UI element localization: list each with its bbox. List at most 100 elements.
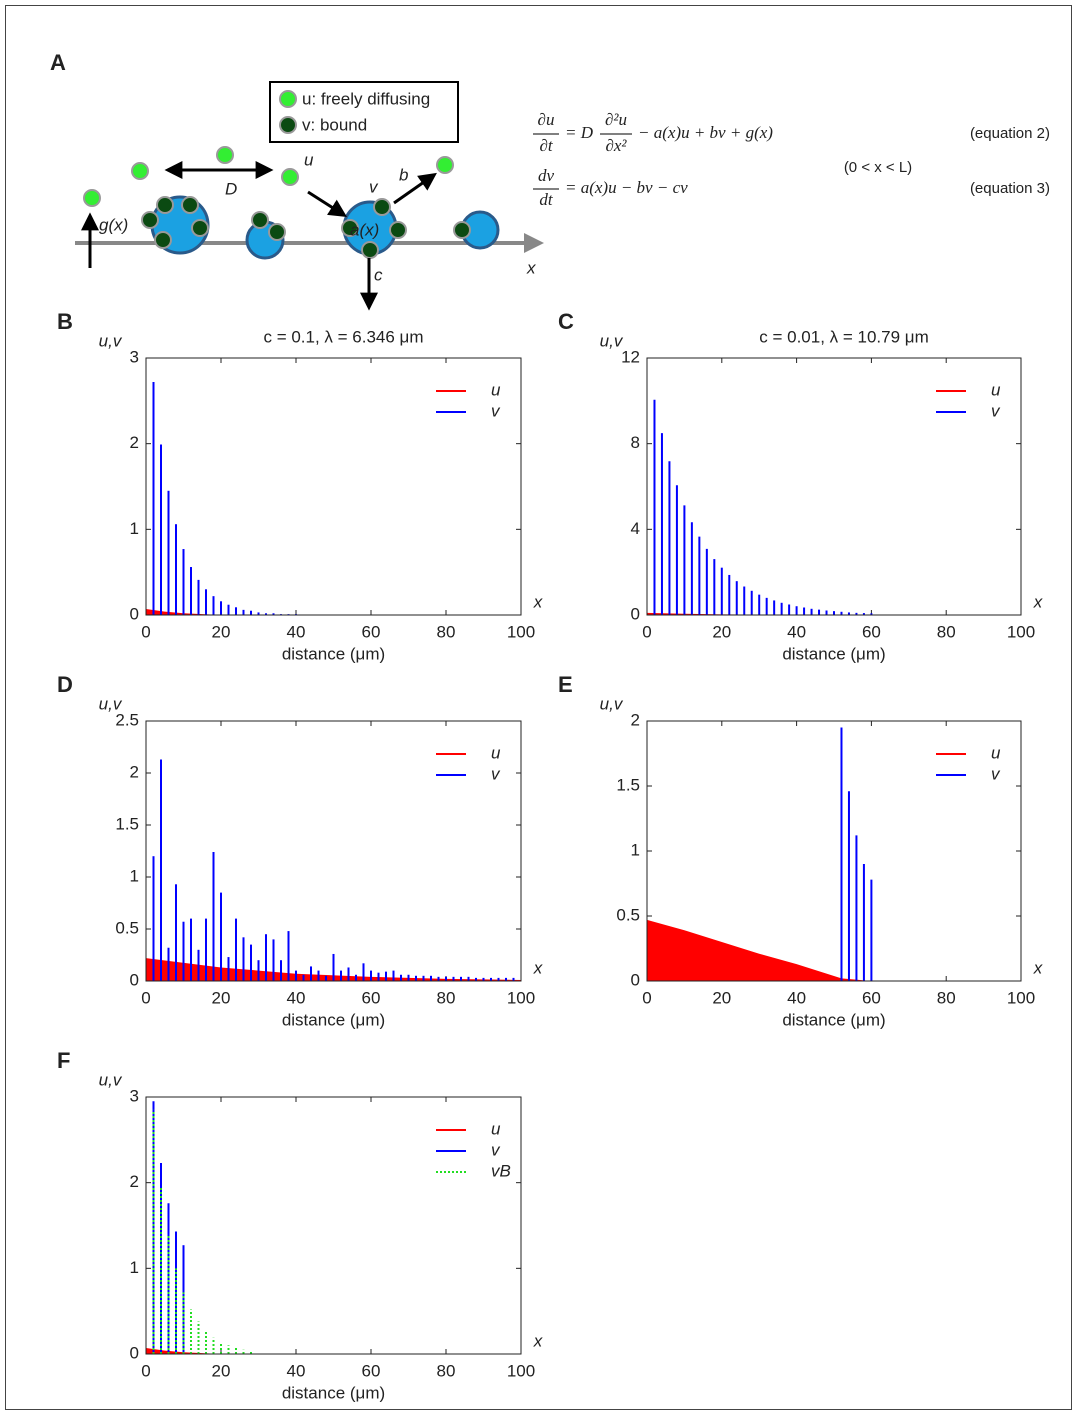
eq-part: = a(x)u − bv − cv — [565, 178, 688, 197]
x-tick-label: 0 — [141, 622, 150, 641]
label: g(x) — [99, 215, 128, 234]
legend-box — [269, 81, 459, 143]
y-tick-label: 3 — [130, 1086, 139, 1105]
y-tick-label: 8 — [631, 433, 640, 452]
panel-letter: D — [57, 672, 73, 697]
eq-part: ∂x² — [605, 136, 627, 155]
x-tick-label: 60 — [862, 988, 881, 1007]
y-tick-label: 1 — [130, 1258, 139, 1277]
x-tick-label: 80 — [437, 1361, 456, 1380]
x-tick-label: 60 — [362, 622, 381, 641]
area — [647, 612, 1021, 615]
legend-label: u — [991, 743, 1001, 762]
x-axis-label: distance (μm) — [282, 1383, 385, 1402]
x-tick-label: 0 — [141, 988, 150, 1007]
x-tick-label: 40 — [787, 622, 806, 641]
legend-label: u: freely diffusing — [302, 89, 430, 108]
area — [146, 609, 521, 615]
x-tick-label: 80 — [937, 988, 956, 1007]
x-tick-label: 0 — [642, 622, 651, 641]
x-tick-label: 20 — [712, 622, 731, 641]
y-tick-label: 0 — [130, 1343, 139, 1362]
x-tick-label: 0 — [141, 1361, 150, 1380]
legend-label: vB — [491, 1161, 511, 1180]
x-axis-label: distance (μm) — [782, 644, 885, 663]
label: c — [374, 265, 383, 284]
label: u — [304, 150, 314, 169]
legend-label: v — [491, 764, 501, 783]
plot-frame — [646, 720, 1022, 982]
panel-letter: C — [558, 309, 574, 334]
axis-symbol: x — [1033, 592, 1043, 611]
eq-tag: (equation 3) — [970, 180, 1050, 197]
panel-letter: F — [57, 1048, 70, 1073]
area — [146, 958, 521, 981]
x-tick-label: 20 — [212, 622, 231, 641]
y-tick-label: 2 — [130, 1172, 139, 1191]
eq-part: ∂u — [538, 110, 555, 129]
x-tick-label: 100 — [507, 1361, 535, 1380]
x-tick-label: 80 — [437, 988, 456, 1007]
plot-frame — [646, 357, 1022, 616]
y-axis-label: u,v — [99, 331, 123, 350]
legend-label: u — [491, 1119, 501, 1138]
label: v — [369, 177, 379, 196]
equation-2: ∂u ∂t = D ∂²u ∂x² − a(x)u + bv + g(x) (e… — [533, 110, 1050, 155]
x-tick-label: 100 — [507, 622, 535, 641]
x-tick-label: 40 — [787, 988, 806, 1007]
y-tick-label: 1.5 — [616, 775, 640, 794]
y-tick-label: 0 — [631, 604, 640, 623]
eq-part: − a(x)u + bv + g(x) — [638, 123, 773, 142]
legend-label: v — [491, 401, 501, 420]
area — [647, 919, 1021, 981]
eq-part: = D — [565, 123, 594, 142]
legend-label: v — [991, 401, 1001, 420]
eq-part: dt — [539, 190, 554, 209]
legend-label: v — [491, 1140, 501, 1159]
y-tick-label: 0 — [631, 970, 640, 989]
x-tick-label: 40 — [287, 622, 306, 641]
y-axis-label: u,v — [600, 694, 624, 713]
x-tick-label: 60 — [362, 1361, 381, 1380]
x-tick-label: 40 — [287, 988, 306, 1007]
y-tick-label: 3 — [130, 347, 139, 366]
plot-frame — [145, 357, 522, 616]
y-tick-label: 4 — [631, 519, 640, 538]
x-tick-label: 20 — [712, 988, 731, 1007]
x-tick-label: 100 — [1007, 988, 1035, 1007]
free-molecules — [83, 146, 454, 207]
legend-label: u — [991, 380, 1001, 399]
area — [146, 1348, 521, 1354]
x-tick-label: 60 — [362, 988, 381, 1007]
figure-border — [5, 5, 1072, 1410]
chart-title: c = 0.1, λ = 6.346 μm — [263, 327, 423, 346]
y-axis-label: u,v — [99, 694, 123, 713]
x-axis-label: distance (μm) — [282, 644, 385, 663]
y-tick-label: 2.5 — [115, 710, 139, 729]
x-tick-label: 20 — [212, 988, 231, 1007]
panel-letter: A — [50, 50, 66, 75]
x-tick-label: 60 — [862, 622, 881, 641]
chart-title: c = 0.01, λ = 10.79 μm — [759, 327, 929, 346]
y-tick-label: 2 — [631, 710, 640, 729]
label: a(x) — [350, 220, 379, 239]
y-tick-label: 2 — [130, 762, 139, 781]
eq-part: dv — [538, 166, 555, 185]
y-tick-label: 1 — [130, 866, 139, 885]
x-axis-label: distance (μm) — [782, 1010, 885, 1029]
legend-label: v — [991, 764, 1001, 783]
legend-marker — [279, 90, 297, 108]
axis-symbol: x — [1033, 958, 1043, 977]
plot-frame — [145, 1096, 522, 1355]
y-axis-label: u,v — [600, 331, 624, 350]
x-tick-label: 80 — [937, 622, 956, 641]
y-tick-label: 1 — [631, 840, 640, 859]
eq-tag: (equation 2) — [970, 125, 1050, 142]
bound-molecules — [141, 196, 471, 259]
axis-symbol: x — [533, 1331, 543, 1350]
axis-symbol: x — [533, 592, 543, 611]
x-tick-label: 100 — [1007, 622, 1035, 641]
y-tick-label: 1 — [130, 519, 139, 538]
label: b — [399, 165, 408, 184]
